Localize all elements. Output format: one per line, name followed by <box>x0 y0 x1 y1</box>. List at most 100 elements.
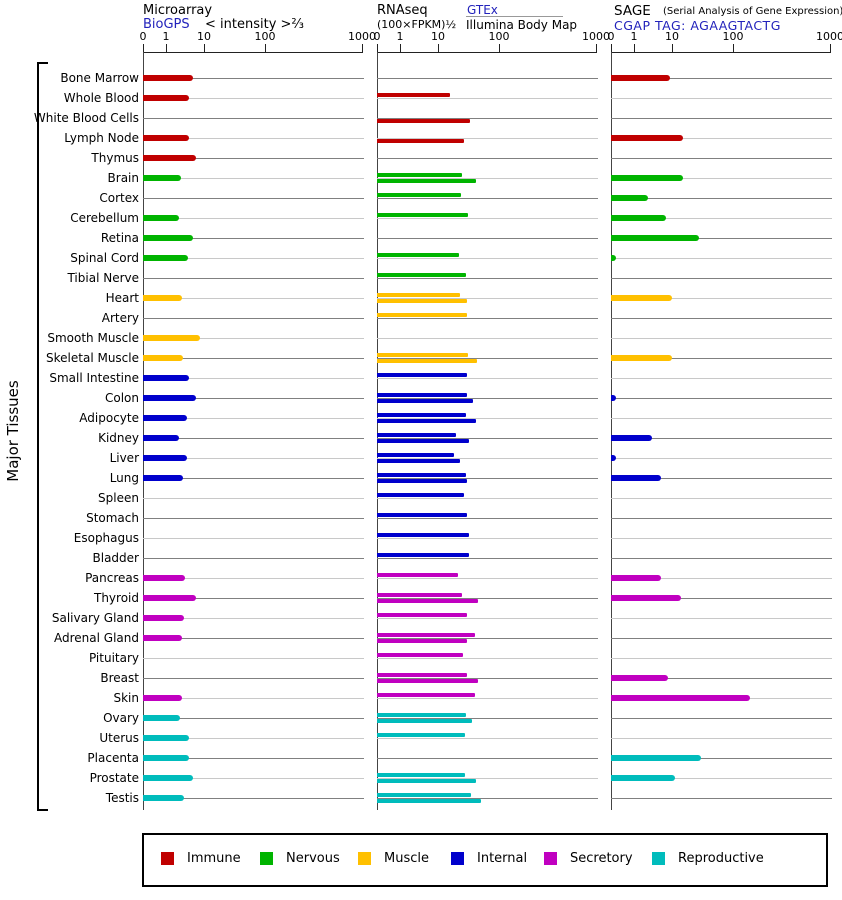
tissue-label: Colon <box>104 391 139 405</box>
tissue-label: Heart <box>105 291 139 305</box>
tissue-label: Brain <box>107 171 139 185</box>
expression-bar-rnaseq-gtex <box>377 353 468 357</box>
row-line <box>377 358 598 359</box>
axis-tick-label: 1 <box>630 30 638 43</box>
row-line <box>143 458 364 459</box>
row-line <box>377 438 598 439</box>
row-line <box>611 318 832 319</box>
expression-bar-microarray <box>143 355 183 361</box>
row-line <box>377 518 598 519</box>
x-axis-line <box>143 52 363 53</box>
expression-bar-microarray <box>143 475 183 481</box>
row-line <box>143 78 364 79</box>
expression-bar-rnaseq-gtex <box>377 653 464 657</box>
expression-bar-microarray <box>143 255 188 261</box>
row-line <box>377 198 598 199</box>
row-line <box>377 298 598 299</box>
row-line <box>611 798 832 799</box>
tissue-label: Stomach <box>86 511 139 525</box>
tissue-label: Thymus <box>91 151 139 165</box>
expression-bar-microarray <box>143 635 182 641</box>
axis-tick <box>166 44 167 52</box>
expression-bar-rnaseq-illumina <box>377 479 468 483</box>
row-line <box>143 258 364 259</box>
axis-tick-label: 1 <box>396 30 404 43</box>
row-line <box>143 338 364 339</box>
axis-tick <box>611 44 612 52</box>
row-line <box>611 398 832 399</box>
expression-bar-sage <box>611 235 700 241</box>
expression-bar-microarray <box>143 235 193 241</box>
row-line <box>377 798 598 799</box>
row-line <box>377 458 598 459</box>
expression-bar-rnaseq-gtex <box>377 193 462 197</box>
expression-bar-rnaseq-illumina <box>377 439 469 443</box>
legend-item: Secretory <box>544 851 633 866</box>
expression-bar-rnaseq-illumina <box>377 119 470 123</box>
tissue-label: Small Intestine <box>49 371 139 385</box>
expression-bar-sage <box>611 755 702 761</box>
axis-tick <box>438 44 439 52</box>
legend-item: Reproductive <box>652 851 764 866</box>
legend-swatch <box>161 852 174 865</box>
gtex-link[interactable]: GTEx <box>467 3 498 17</box>
expression-bar-microarray <box>143 595 196 601</box>
tissue-label: Kidney <box>98 431 139 445</box>
row-line <box>611 598 832 599</box>
legend <box>142 833 828 887</box>
row-line <box>611 298 832 299</box>
expression-bar-rnaseq-gtex <box>377 533 469 537</box>
axis-tick-label: 1 <box>162 30 170 43</box>
row-line <box>611 158 832 159</box>
expression-bar-rnaseq-gtex <box>377 673 468 677</box>
cgap-tag-link[interactable]: CGAP TAG: AGAAGTACTG <box>614 18 781 33</box>
expression-bar-rnaseq-illumina <box>377 399 474 403</box>
expression-bar-microarray <box>143 375 189 381</box>
row-line <box>143 658 364 659</box>
expression-bar-microarray <box>143 415 187 421</box>
legend-item: Muscle <box>358 851 429 866</box>
row-line <box>143 358 364 359</box>
axis-tick <box>204 44 205 52</box>
expression-bar-microarray <box>143 735 189 741</box>
row-line <box>377 278 598 279</box>
expression-bar-rnaseq-gtex <box>377 173 463 177</box>
row-line <box>611 358 832 359</box>
row-line <box>143 118 364 119</box>
expression-bar-microarray <box>143 695 183 701</box>
tissue-label: Skin <box>113 691 139 705</box>
axis-tick-label: 1000 <box>816 30 842 43</box>
expression-bar-microarray <box>143 335 201 341</box>
legend-label: Secretory <box>570 851 633 866</box>
tissue-label: Adipocyte <box>79 411 139 425</box>
axis-tick-label: 0 <box>607 30 615 43</box>
row-line <box>377 698 598 699</box>
expression-bar-rnaseq-gtex <box>377 93 451 97</box>
expression-bar-rnaseq-gtex <box>377 213 468 217</box>
row-line <box>377 738 598 739</box>
row-line <box>611 458 832 459</box>
expression-bar-sage <box>611 395 616 401</box>
expression-bar-rnaseq-gtex <box>377 613 468 617</box>
legend-swatch <box>451 852 464 865</box>
tissue-label: Breast <box>100 671 139 685</box>
row-line <box>143 558 364 559</box>
expression-bar-microarray <box>143 775 193 781</box>
row-line <box>143 638 364 639</box>
expression-bar-sage <box>611 175 683 181</box>
row-line <box>377 578 598 579</box>
expression-bar-rnaseq-gtex <box>377 593 463 597</box>
tissue-label: Skeletal Muscle <box>46 351 139 365</box>
legend-swatch <box>652 852 665 865</box>
expression-bar-sage <box>611 295 672 301</box>
row-line <box>143 738 364 739</box>
row-line <box>611 438 832 439</box>
biogps-link[interactable]: BioGPS <box>143 17 190 32</box>
row-line <box>377 678 598 679</box>
tissue-label: Salivary Gland <box>51 611 139 625</box>
row-line <box>611 658 832 659</box>
tissue-label: Artery <box>101 311 139 325</box>
panel-sage-subtitle: (Serial Analysis of Gene Expression) <box>663 6 842 17</box>
row-line <box>143 138 364 139</box>
axis-tick-label: 0 <box>373 30 381 43</box>
